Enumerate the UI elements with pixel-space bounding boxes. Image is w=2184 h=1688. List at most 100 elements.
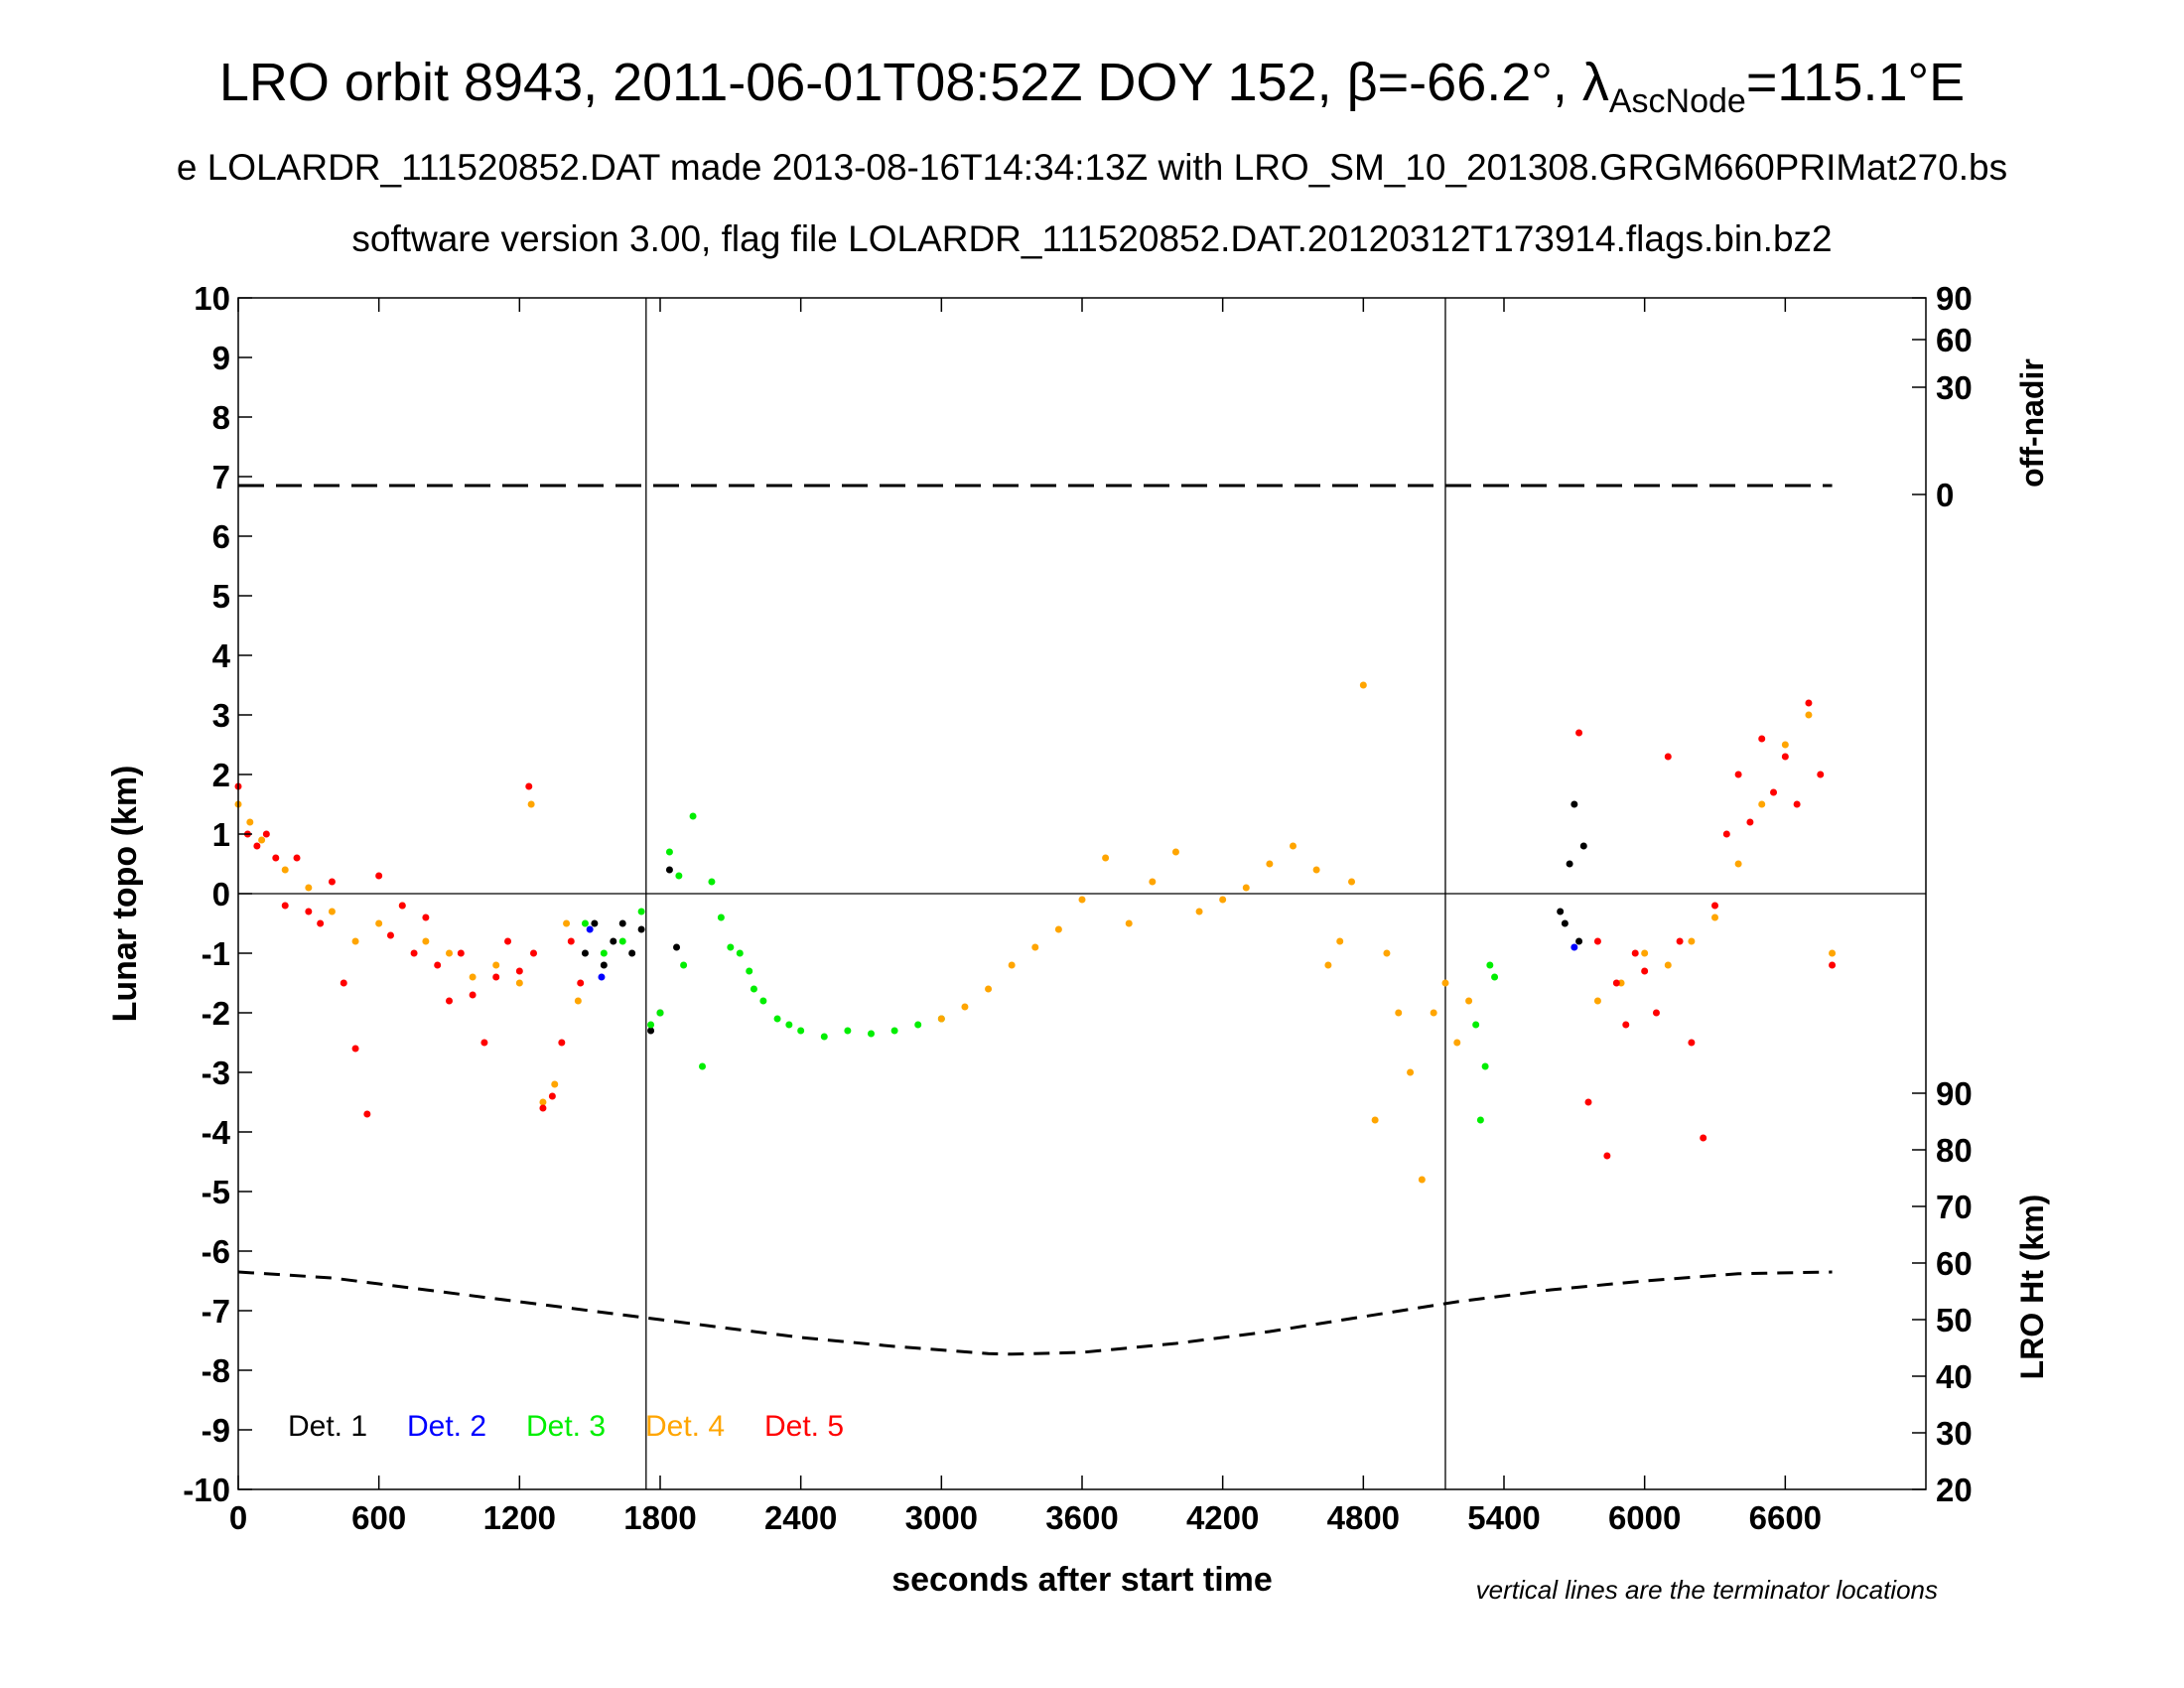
y-tick-label: 2 [212, 757, 230, 793]
data-point-det-5 [480, 1039, 488, 1047]
data-point-det-4 [1829, 949, 1837, 957]
data-point-det-4 [961, 1003, 969, 1011]
y-tick-label: 8 [212, 399, 230, 436]
series-det-5 [234, 699, 1837, 1160]
data-point-det-4 [492, 961, 500, 969]
data-point-det-4 [1125, 919, 1133, 927]
data-point-det-4 [1195, 908, 1203, 915]
y-axis-label: Lunar topo (km) [106, 766, 144, 1023]
data-point-det-5 [317, 919, 325, 927]
lro-height-tick-label: 80 [1936, 1132, 1973, 1169]
data-point-det-5 [1664, 753, 1672, 761]
data-point-det-4 [1031, 943, 1039, 951]
data-point-det-3 [785, 1021, 793, 1029]
data-point-det-4 [422, 937, 430, 945]
chart-subtitle-file: e LOLARDR_111520852.DAT made 2013-08-16T… [176, 147, 2008, 188]
series-det-4 [234, 681, 1837, 1184]
legend-entry: Det. 3 [526, 1410, 606, 1443]
x-tick-label: 1200 [483, 1499, 556, 1536]
data-point-det-4 [1664, 961, 1672, 969]
y-tick-label: 7 [212, 459, 230, 495]
y-tick-label: 3 [212, 697, 230, 734]
data-point-det-4 [574, 997, 582, 1005]
data-point-det-4 [551, 1080, 559, 1088]
y-tick-label: -3 [202, 1055, 230, 1091]
data-point-det-4 [1171, 848, 1179, 856]
data-point-det-3 [618, 937, 626, 945]
legend-entry: Det. 5 [764, 1410, 844, 1443]
off-nadir-tick-label: 60 [1936, 322, 1973, 358]
data-point-det-4 [1359, 681, 1367, 689]
data-point-det-1 [628, 949, 636, 957]
data-point-det-5 [375, 872, 383, 880]
data-point-det-1 [637, 925, 645, 933]
data-point-det-5 [1700, 1134, 1707, 1142]
data-point-det-4 [1711, 914, 1718, 921]
data-point-det-5 [328, 878, 336, 886]
lro-height-tick-label: 90 [1936, 1075, 1973, 1112]
y-tick-label: -2 [202, 995, 230, 1032]
y-tick-label: 10 [194, 280, 230, 317]
data-point-det-3 [759, 997, 767, 1005]
data-point-det-5 [1631, 949, 1639, 957]
y-tick-label: -4 [202, 1114, 231, 1151]
data-point-det-3 [844, 1027, 852, 1035]
data-point-det-5 [351, 1045, 359, 1053]
y-tick-label: -6 [202, 1233, 230, 1270]
data-point-det-4 [1453, 1039, 1461, 1047]
data-point-det-1 [665, 866, 673, 874]
data-point-det-4 [1430, 1009, 1437, 1017]
data-point-det-5 [1829, 961, 1837, 969]
data-point-det-3 [689, 812, 697, 820]
data-point-det-5 [515, 967, 523, 975]
x-tick-label: 5400 [1467, 1499, 1540, 1536]
data-point-det-3 [708, 878, 716, 886]
data-point-det-5 [262, 830, 270, 838]
data-point-det-5 [1688, 1039, 1696, 1047]
data-point-det-3 [699, 1062, 706, 1070]
data-point-det-3 [1472, 1021, 1480, 1029]
lro-height-tick-label: 60 [1936, 1245, 1973, 1282]
data-point-det-5 [504, 937, 512, 945]
data-point-det-3 [656, 1009, 664, 1017]
data-point-det-5 [281, 902, 289, 910]
lro-height-axis-label: LRO Ht (km) [2014, 1195, 2050, 1380]
x-tick-label: 3600 [1045, 1499, 1118, 1536]
data-point-det-1 [1579, 842, 1587, 850]
data-point-det-4 [1324, 961, 1332, 969]
reference-lines [237, 484, 1833, 1356]
data-point-det-5 [469, 991, 477, 999]
data-point-det-5 [340, 979, 347, 987]
series-det-1 [581, 800, 1587, 1035]
data-point-det-4 [469, 973, 477, 981]
data-point-det-5 [398, 902, 406, 910]
off-nadir-tick-label: 90 [1936, 280, 1973, 317]
data-point-det-3 [637, 908, 645, 915]
data-point-det-3 [797, 1027, 805, 1035]
data-point-det-5 [492, 973, 500, 981]
x-tick-label: 0 [229, 1499, 247, 1536]
data-point-det-4 [539, 1098, 547, 1106]
data-point-det-5 [577, 979, 585, 987]
legend-entry: Det. 1 [288, 1410, 367, 1443]
data-point-det-4 [1465, 997, 1473, 1005]
data-point-det-4 [1078, 896, 1086, 904]
data-point-det-5 [548, 1092, 556, 1100]
data-point-det-5 [457, 949, 465, 957]
legend: Det. 1 Det. 2 Det. 3 Det. 4 Det. 5 [288, 1410, 844, 1443]
data-point-det-5 [1603, 1152, 1611, 1160]
data-point-det-5 [1722, 830, 1730, 838]
y-tick-label: 5 [212, 578, 230, 615]
data-point-det-5 [1770, 788, 1778, 796]
data-point-det-4 [1312, 866, 1320, 874]
data-point-det-5 [525, 782, 533, 790]
data-point-det-4 [246, 818, 254, 826]
data-point-det-5 [1652, 1009, 1660, 1017]
data-point-det-3 [600, 949, 608, 957]
data-point-det-1 [1561, 919, 1569, 927]
data-point-det-4 [1371, 1116, 1379, 1124]
data-point-det-3 [736, 949, 744, 957]
x-tick-label: 6000 [1608, 1499, 1681, 1536]
x-tick-label: 4200 [1186, 1499, 1259, 1536]
